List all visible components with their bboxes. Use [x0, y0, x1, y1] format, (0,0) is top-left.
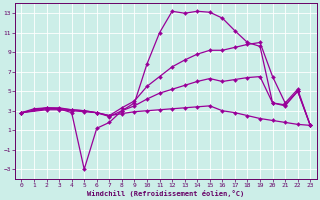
X-axis label: Windchill (Refroidissement éolien,°C): Windchill (Refroidissement éolien,°C) [87, 190, 244, 197]
